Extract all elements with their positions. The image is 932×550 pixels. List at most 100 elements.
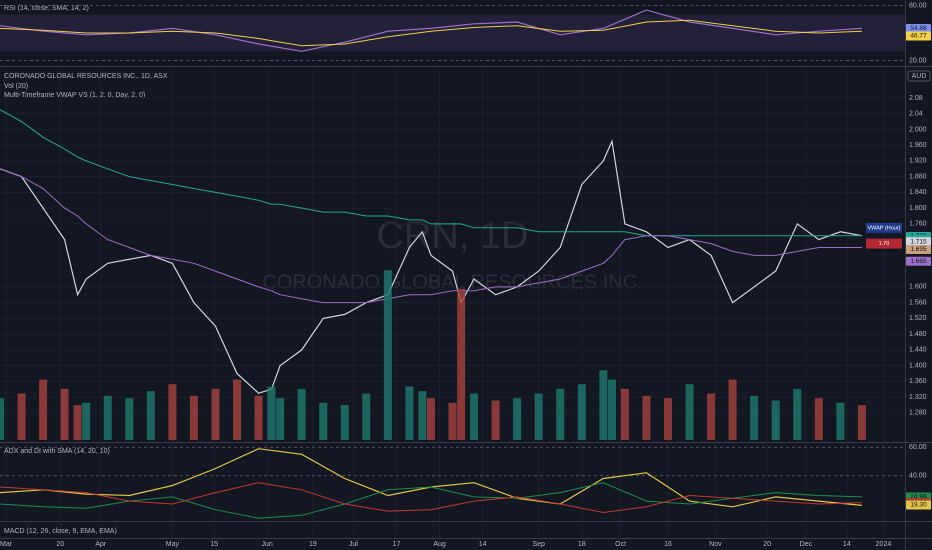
volume-bar — [457, 288, 466, 440]
volume-bar — [405, 386, 414, 440]
series-line — [0, 139, 863, 394]
volume-bar — [448, 402, 457, 440]
volume-bar — [663, 398, 672, 440]
pane-title: RSI (14, close, SMA, 14, 2) — [4, 5, 89, 12]
x-tick-label: Aug — [433, 541, 446, 548]
y-tick-label: 1.320 — [909, 394, 927, 401]
volume-bar — [82, 402, 91, 440]
price-badge-label: 24.96 — [910, 494, 927, 501]
x-tick-label: 16 — [664, 541, 672, 548]
volume-bar — [340, 405, 349, 440]
vwap-box — [866, 222, 902, 233]
volume-bar — [607, 379, 616, 440]
x-tick-label: May — [166, 541, 180, 548]
volume-bar — [297, 388, 306, 440]
x-tick-label: Jun — [262, 541, 273, 548]
series-line — [0, 482, 862, 519]
y-tick-label: 1.800 — [909, 205, 927, 212]
price-badge — [906, 237, 931, 247]
volume-bar — [513, 398, 522, 440]
volume-bar — [556, 388, 565, 440]
price-badge-label: 1.715 — [910, 238, 927, 245]
price-badge-label: 1.665 — [910, 258, 927, 265]
volume-bar — [491, 400, 500, 440]
volume-bar — [470, 393, 479, 440]
pane-title: CORONADO GLOBAL RESOURCES INC., 1D, ASX — [4, 73, 168, 80]
x-tick-label: 19 — [309, 541, 317, 548]
series-line — [0, 9, 862, 52]
y-tick-label: 1.840 — [909, 189, 927, 196]
volume-bar — [814, 398, 823, 440]
vwap-box — [866, 238, 902, 249]
volume-bar — [728, 379, 737, 440]
price-badge — [906, 244, 931, 254]
y-tick-label: 2.08 — [909, 95, 923, 102]
y-tick-label: 1.520 — [909, 315, 927, 322]
y-tick-label: 1.880 — [909, 173, 927, 180]
y-tick-label: 60.00 — [909, 444, 927, 451]
volume-bar — [750, 395, 759, 440]
volume-bar — [103, 395, 112, 440]
volume-bar — [39, 379, 48, 440]
volume-bar — [418, 391, 427, 440]
volume-bar — [17, 393, 26, 440]
y-tick-label: 1.280 — [909, 410, 927, 417]
volume-bar — [599, 370, 608, 440]
price-badge-label: 19.30 — [910, 502, 927, 509]
price-badge-label: 1.695 — [910, 246, 927, 253]
volume-bar — [642, 395, 651, 440]
volume-bar — [60, 388, 69, 440]
x-tick-label: 20 — [56, 541, 64, 548]
series-line — [0, 168, 862, 304]
volume-bar — [168, 384, 177, 440]
volume-bar — [267, 386, 276, 440]
series-line — [0, 109, 862, 237]
volume-bar — [793, 388, 802, 440]
volume-bar — [125, 398, 134, 440]
volume-bar — [857, 405, 866, 440]
x-tick-label: 20 — [763, 541, 771, 548]
x-tick-label: Apr — [95, 541, 107, 548]
volume-bar — [771, 400, 780, 440]
x-tick-label: 2024 — [876, 541, 892, 548]
y-tick-label: 1.760 — [909, 221, 927, 228]
y-tick-label: 1.960 — [909, 142, 927, 149]
price-badge-label: 54.88 — [910, 25, 927, 32]
price-badge — [906, 24, 931, 34]
volume-bar — [319, 402, 328, 440]
x-tick-label: 15 — [210, 541, 218, 548]
x-tick-label: Oct — [615, 541, 626, 548]
y-tick-label: 1.560 — [909, 299, 927, 306]
pane-title: ADX and DI with SMA (14, 20, 10) — [4, 448, 110, 455]
price-badge-label: 46.77 — [910, 33, 927, 40]
x-tick-label: 17 — [393, 541, 401, 548]
vwap-label: 1.70 — [879, 241, 890, 247]
x-tick-label: 14 — [843, 541, 851, 548]
volume-bar — [685, 384, 694, 440]
y-tick-label: 1.360 — [909, 378, 927, 385]
series-line — [0, 482, 862, 514]
volume-bar — [73, 405, 82, 440]
pane-title: MACD (12, 26, close, 9, EMA, EMA) — [4, 528, 117, 535]
volume-bar — [254, 395, 263, 440]
volume-bar — [0, 398, 4, 440]
x-tick-label: 18 — [578, 541, 586, 548]
x-tick-label: 14 — [479, 541, 487, 548]
volume-bar — [146, 391, 155, 440]
volume-bar — [233, 379, 242, 440]
watermark: CRN, 1D — [376, 215, 528, 257]
price-badge — [906, 500, 931, 510]
volume-bar — [707, 393, 716, 440]
y-tick-label: 2.04 — [909, 111, 923, 118]
y-tick-label: 40.00 — [909, 472, 927, 479]
x-tick-label: Dec — [800, 541, 813, 548]
y-tick-label: 80.00 — [909, 2, 927, 9]
watermark-name: CORONADO GLOBAL RESOURCES INC. — [262, 271, 642, 293]
volume-bar — [620, 388, 629, 440]
volume-bar — [189, 395, 198, 440]
price-badge — [906, 256, 931, 266]
y-tick-label: 1.920 — [909, 158, 927, 165]
volume-bar — [276, 398, 285, 440]
